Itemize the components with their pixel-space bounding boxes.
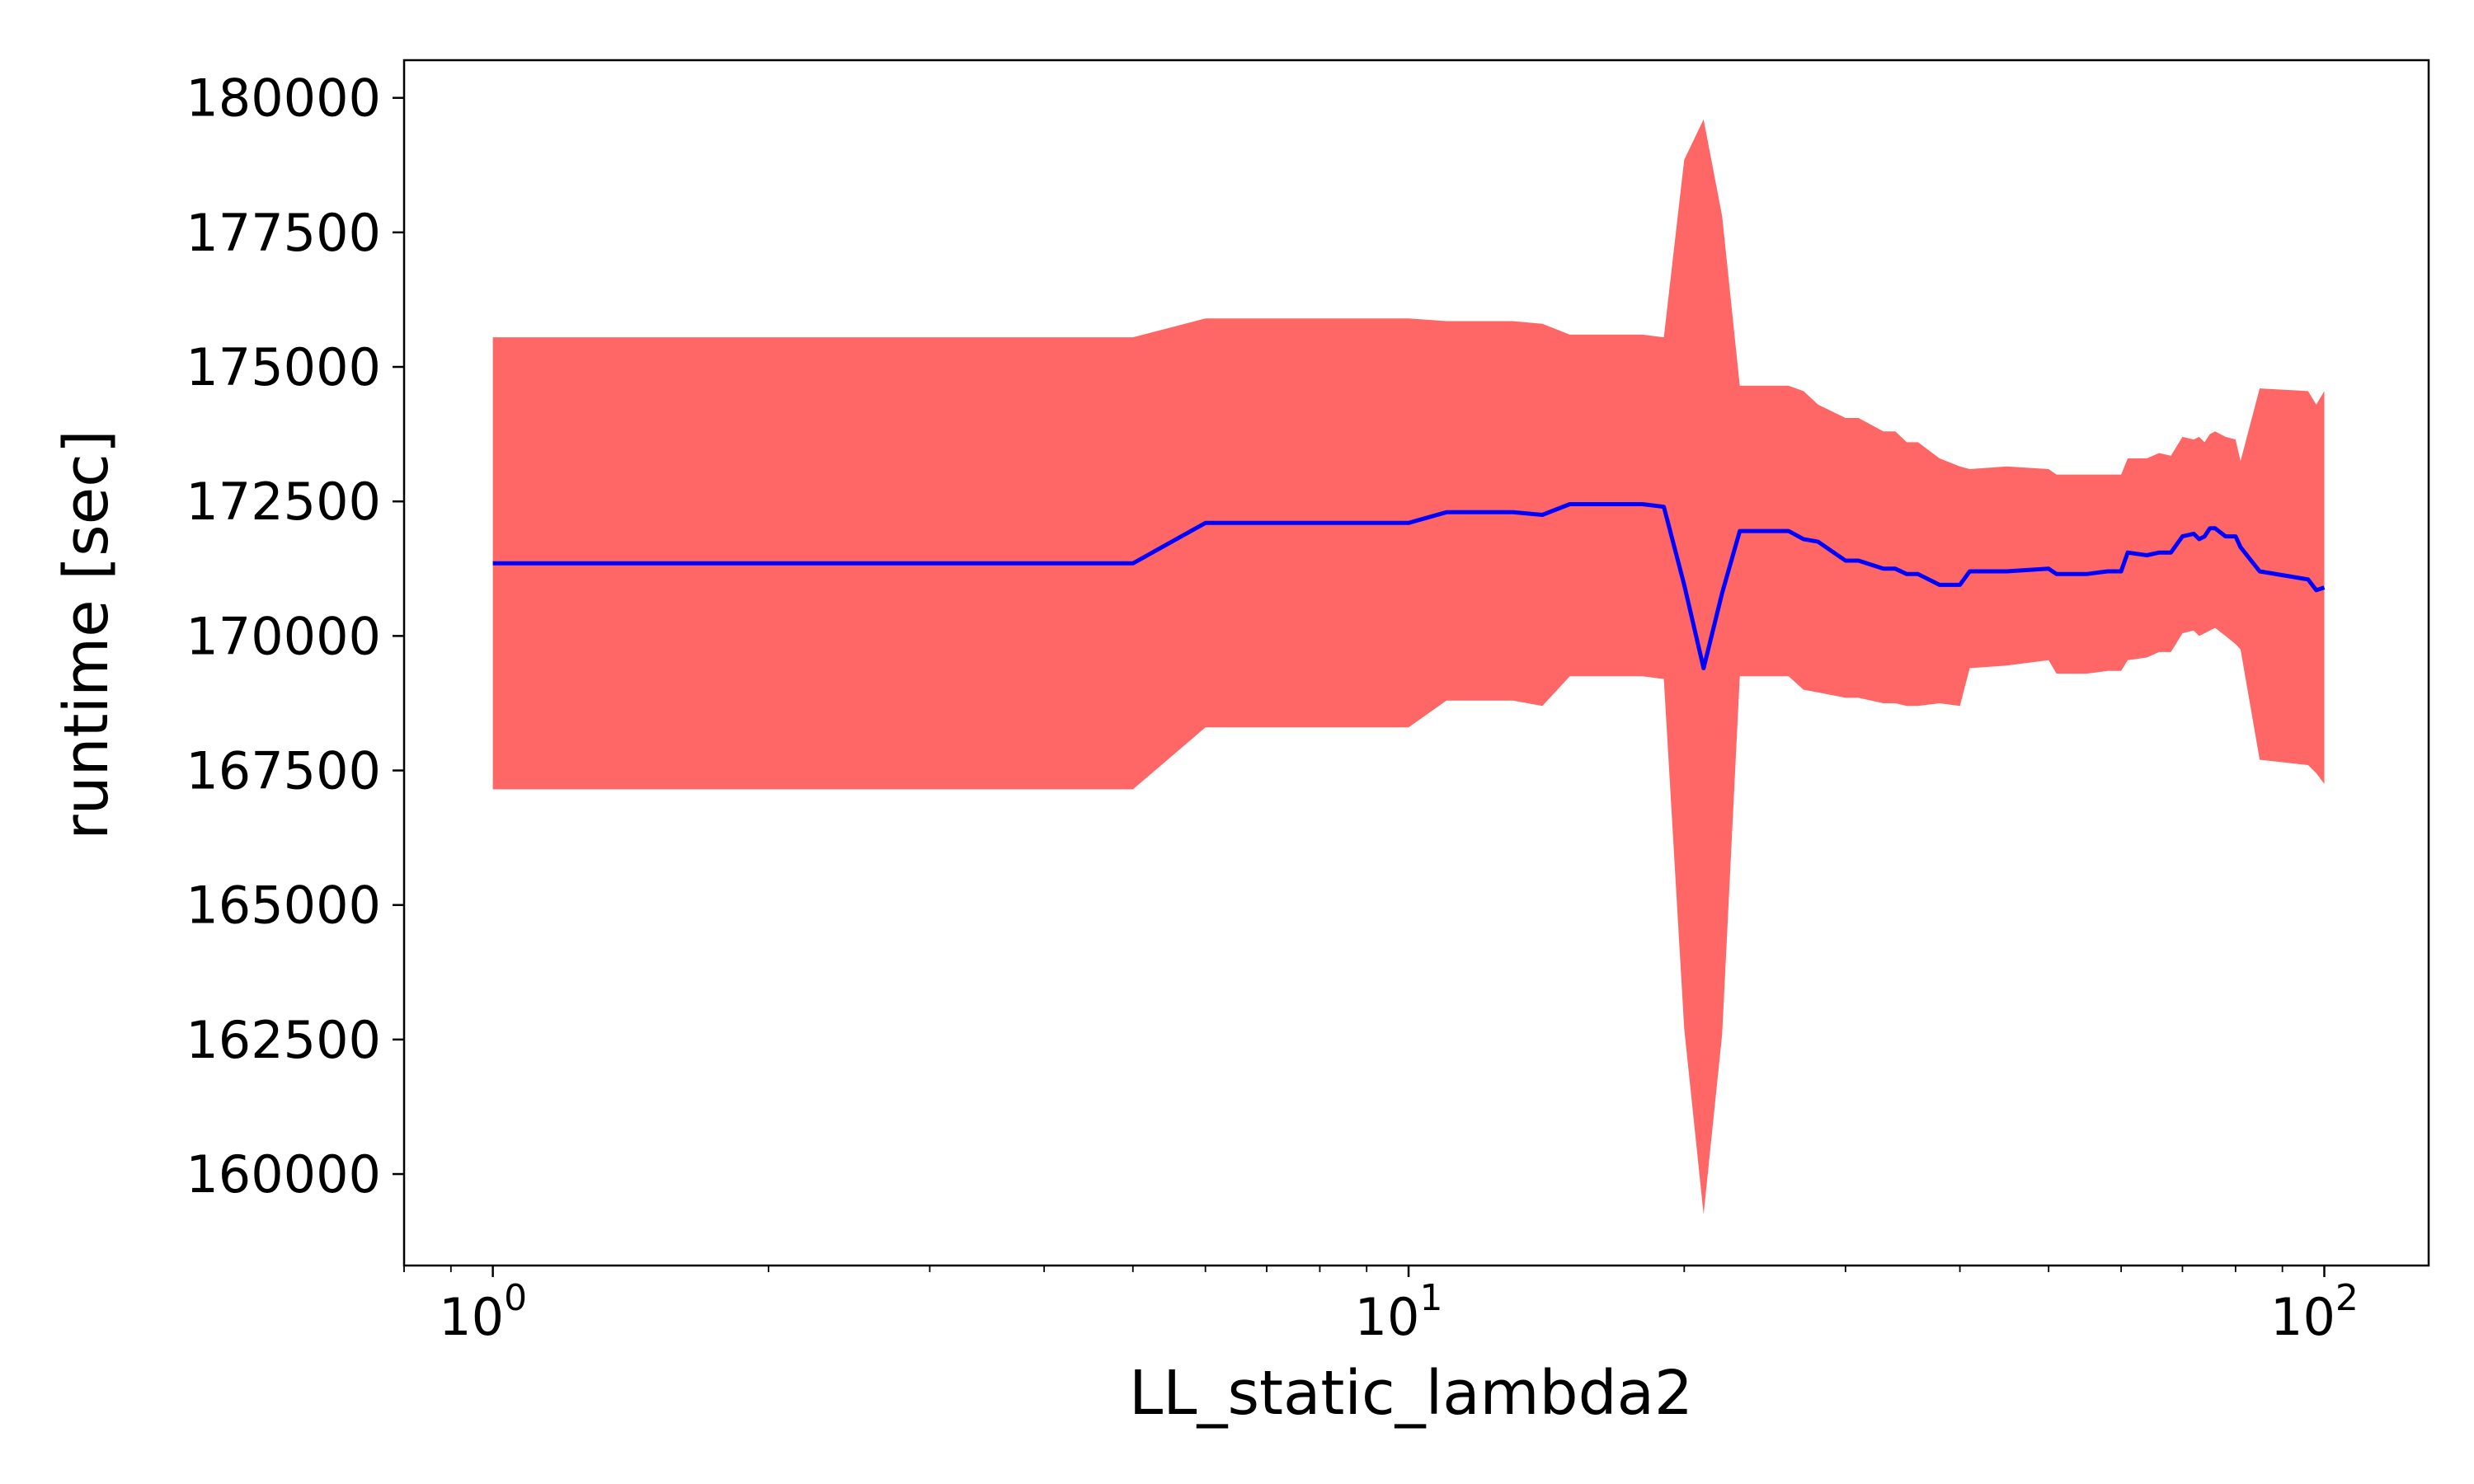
plot-area	[492, 119, 2326, 1214]
runtime-band	[492, 119, 2325, 1214]
x-tick-label: 101	[1355, 1277, 1443, 1347]
y-tick-label: 177500	[186, 203, 381, 263]
y-tick-label: 172500	[186, 472, 381, 532]
x-tick-label: 102	[2270, 1277, 2359, 1347]
axes: 160000 162500 165000 167500 170000 172500 1750…	[186, 59, 2430, 1347]
y-tick-label: 170000	[186, 606, 381, 666]
x-tick-label: 100	[439, 1277, 527, 1347]
y-tick-label: 175000	[186, 337, 381, 397]
x-axis-title: LL_static_lambda2	[1129, 1358, 1693, 1429]
y-tick-label: 165000	[186, 876, 381, 936]
runtime-mean-line	[492, 502, 2326, 670]
y-tick-label: 160000	[186, 1144, 381, 1205]
y-tick-label: 167500	[186, 741, 381, 801]
y-tick-label: 162500	[186, 1010, 381, 1070]
y-axis-title: runtime [sec]	[51, 430, 122, 839]
y-tick-label: 180000	[186, 68, 381, 129]
axes-frame	[402, 59, 2430, 1267]
